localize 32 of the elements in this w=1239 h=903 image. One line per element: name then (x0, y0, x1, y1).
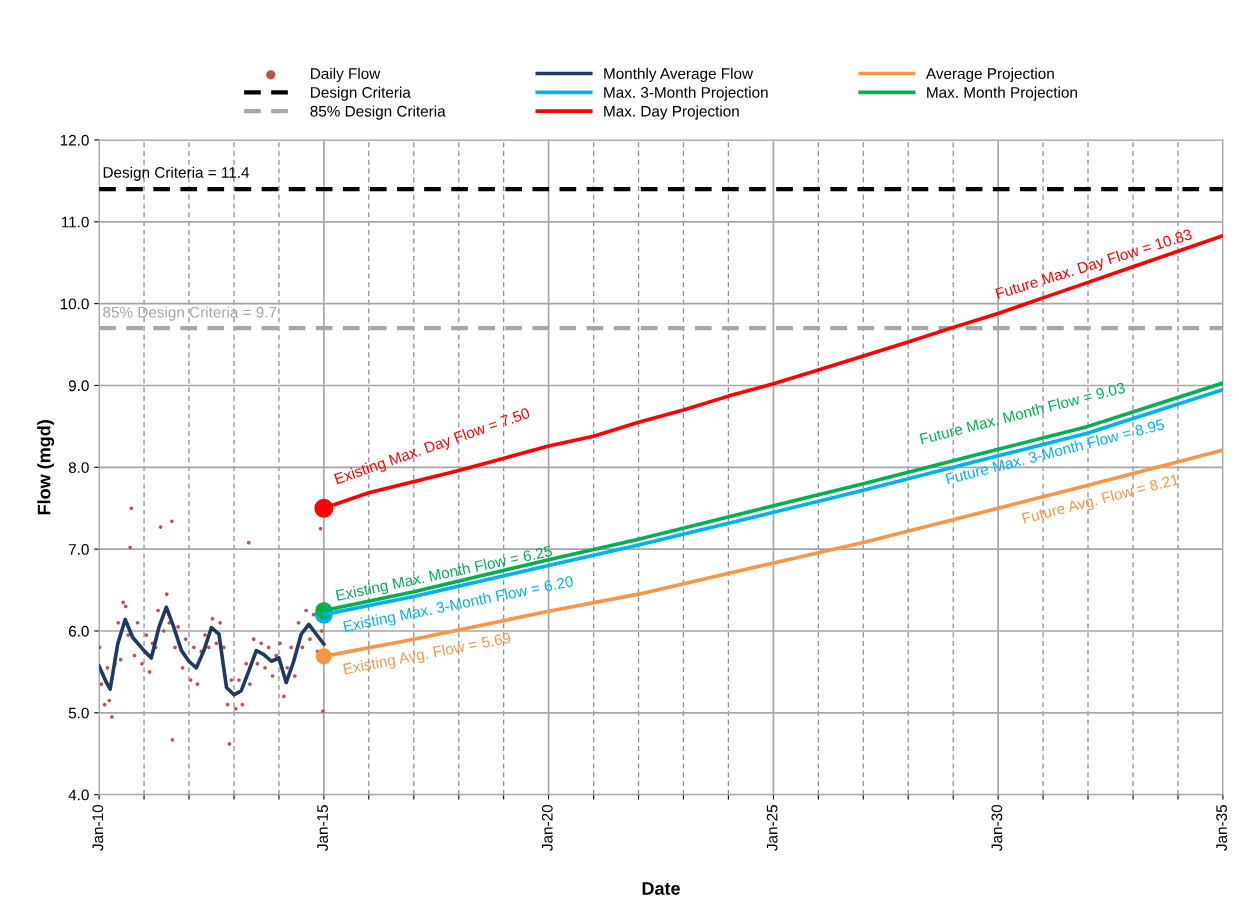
legend-label: Max. Day Projection (604, 105, 739, 120)
x-axis-title: Date (642, 882, 680, 895)
x-tick-label: Jan-35 (1216, 805, 1227, 851)
legend-label: Design Criteria (311, 86, 411, 101)
line-series (99, 605, 326, 697)
annotation: Existing Max. Day Flow = 7.50 (333, 406, 532, 488)
y-tick-label: 9.0 (68, 380, 89, 392)
annotation: 85% Design Criteria = 9.7 (103, 306, 277, 321)
y-tick-label: 6.0 (68, 625, 89, 637)
annotation: Design Criteria = 11.4 (103, 166, 250, 181)
legend-label: Monthly Average Flow (604, 67, 754, 83)
y-axis-title: Flow (mgd) (37, 420, 55, 515)
annotation: Existing Avg. Flow = 5.69 (343, 631, 512, 678)
x-tick-label: Jan-15 (317, 805, 328, 851)
annotation: Future Avg. Flow = 8.21 (1021, 473, 1180, 527)
x-tick-label: Jan-25 (766, 805, 778, 851)
y-tick-label: 11.0 (61, 216, 89, 228)
legend-label: Max. Month Projection (927, 86, 1077, 101)
y-tick-label: 7.0 (68, 544, 89, 555)
x-tick-label: Jan-10 (92, 804, 104, 851)
legend-label: Average Projection (925, 67, 1054, 83)
legend-label: Daily Flow (311, 67, 381, 83)
y-tick-label: 5.0 (68, 707, 89, 719)
annotation: Future Max. Day Flow = 10.83 (995, 228, 1194, 302)
y-tick-label: 4.0 (68, 789, 89, 801)
legend-label: Max. 3-Month Projection (604, 86, 768, 101)
y-tick-label: 8.0 (68, 462, 89, 473)
x-tick-label: Jan-30 (991, 804, 1003, 851)
y-tick-label: 12.0 (60, 134, 89, 146)
x-tick-label: Jan-20 (541, 804, 553, 851)
y-tick-label: 10.0 (60, 298, 89, 310)
legend-label: 85% Design Criteria (310, 105, 446, 120)
